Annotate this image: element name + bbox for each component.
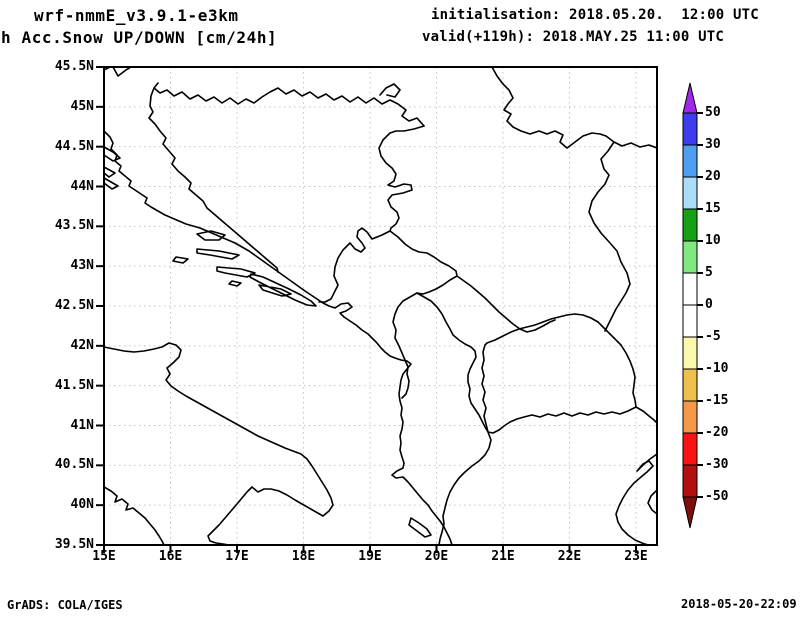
coastline-borders: [103, 66, 658, 546]
colorbar-tick-label: 0: [705, 297, 713, 312]
lon-label: 23E: [624, 549, 648, 564]
colorbar-segment: [682, 272, 698, 306]
lon-label: 19E: [358, 549, 382, 564]
product-title: h Acc.Snow UP/DOWN [cm/24h]: [1, 28, 278, 47]
lat-label: 45.5N: [54, 59, 94, 74]
colorbar-segment: [682, 368, 698, 402]
lat-label: 42N: [70, 337, 94, 353]
colorbar-segment: [682, 144, 698, 178]
colorbar-tick-label: -20: [705, 425, 729, 440]
colorbar-segment: [682, 432, 698, 466]
lon-label: 15E: [92, 549, 116, 564]
colorbar-segment: [682, 240, 698, 274]
colorbar-tick-label: 20: [705, 169, 721, 184]
colorbar-tick-label: -50: [705, 489, 729, 504]
coast-adriatic-east: [103, 130, 453, 546]
colorbar-tick-label: -5: [705, 329, 721, 344]
colorbar-segment: [682, 112, 698, 146]
coast-italy: [103, 342, 334, 546]
croatian-islands: [103, 146, 317, 307]
lon-label: 21E: [491, 549, 515, 564]
colorbar-segment: [682, 336, 698, 370]
lon-label: 17E: [225, 549, 249, 564]
lat-label: 42.5N: [54, 298, 94, 313]
lat-label: 43.5N: [54, 218, 94, 234]
colorbar-tick-label: 5: [705, 265, 713, 280]
lat-label: 44.5N: [54, 138, 94, 154]
lon-label: 18E: [291, 549, 316, 564]
lat-label: 44N: [70, 178, 94, 194]
colorbar-above-max-arrow: [682, 82, 698, 114]
lon-label: 20E: [424, 549, 449, 564]
colorbar-tick-label: 30: [705, 137, 721, 152]
colorbar-segment: [682, 176, 698, 210]
lat-label: 40.5N: [54, 457, 94, 473]
colorbar-segment: [682, 304, 698, 338]
lat-label: 41N: [70, 417, 94, 433]
colorbar-segment: [682, 400, 698, 434]
gridlines: [104, 67, 657, 545]
lat-label: 43N: [70, 258, 94, 274]
init-time-label: initialisation: 2018.05.20. 12:00 UTC: [431, 7, 759, 23]
border-danube-serbia-east: [491, 66, 658, 332]
colorbar-tick-label: -30: [705, 457, 729, 472]
border-slovenia-vukovar: [103, 66, 401, 98]
colorbar-tick-label: 10: [705, 233, 721, 248]
colorbar: [682, 82, 703, 529]
colorbar-tick-label: -10: [705, 361, 729, 376]
grads-credit: GrADS: COLA/IGES: [7, 598, 123, 612]
model-title: wrf-nmmE_v3.9.1-e3km: [34, 6, 239, 25]
colorbar-below-min-arrow: [682, 496, 698, 529]
colorbar-tick-label: -15: [705, 393, 729, 408]
border-macedonia-greece: [438, 313, 658, 546]
border-bosnia-north-west: [148, 82, 425, 273]
lat-label: 41.5N: [54, 377, 94, 393]
colorbar-tick-label: 15: [705, 201, 721, 216]
lon-label: 16E: [158, 549, 183, 564]
lon-label: 22E: [557, 549, 582, 564]
lat-label: 39.5N: [54, 537, 94, 552]
lat-label: 40N: [70, 497, 94, 513]
colorbar-segment: [682, 464, 698, 498]
coast-greece-corfu: [408, 453, 658, 546]
lat-label: 45N: [70, 98, 94, 114]
colorbar-tick-label: 50: [705, 105, 721, 120]
colorbar-segment: [682, 208, 698, 242]
valid-time-label: valid(+119h): 2018.MAY.25 11:00 UTC: [422, 29, 725, 45]
border-drina-montenegro-kosovo: [318, 125, 556, 433]
axis-ticks: [96, 66, 637, 553]
creation-timestamp: 2018-05-20-22:09: [681, 597, 797, 611]
